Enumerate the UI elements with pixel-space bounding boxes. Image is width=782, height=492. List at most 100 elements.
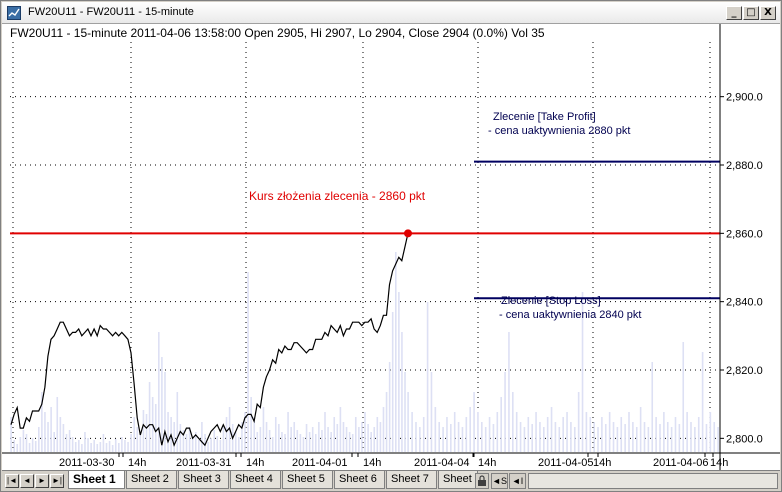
volume-bar xyxy=(655,417,657,452)
volume-bar xyxy=(268,430,271,452)
volume-bar xyxy=(401,332,403,452)
volume-bar xyxy=(339,407,342,452)
minimize-button[interactable]: _ xyxy=(726,6,742,20)
volume-bar xyxy=(265,422,268,452)
volume-bar xyxy=(348,432,351,452)
volume-bar xyxy=(481,422,483,452)
volume-bar xyxy=(670,427,673,452)
volume-bar xyxy=(142,410,145,452)
volume-bar xyxy=(274,417,277,452)
volume-bar xyxy=(694,427,696,452)
volume-bar xyxy=(330,432,332,452)
last-sheet-button[interactable]: ►| xyxy=(50,474,64,488)
volume-bar xyxy=(385,392,388,452)
sheet-tab[interactable]: Sheet 7 xyxy=(386,471,437,489)
sheet-tab[interactable]: Sheet 5 xyxy=(282,471,333,489)
volume-bar xyxy=(336,424,339,452)
price-chart[interactable]: 2,800.0 2,820.0 2,840.0 2,860.0 2,880.0 2,900… xyxy=(2,24,780,470)
volume-bar xyxy=(114,439,117,452)
horizontal-scrollbar[interactable] xyxy=(528,473,778,489)
volume-bar xyxy=(37,427,40,452)
volume-bar xyxy=(299,434,302,452)
scroll-start-button[interactable]: ◄S xyxy=(491,473,508,489)
volume-bar xyxy=(647,427,650,452)
volume-bar xyxy=(562,417,564,452)
volume-bar xyxy=(314,434,317,452)
volume-bar xyxy=(415,422,417,452)
volume-bar xyxy=(185,434,188,452)
sheet-tab[interactable]: Sheet 8 xyxy=(438,471,478,489)
sheet-tab[interactable]: Sheet 4 xyxy=(230,471,281,489)
volume-bar xyxy=(50,407,52,452)
volume-bar xyxy=(678,424,681,452)
y-tick-label: 2,880.0 xyxy=(726,160,763,172)
chart-area[interactable]: 2,800.0 2,820.0 2,840.0 2,860.0 2,880.0 2,900… xyxy=(2,24,780,470)
volume-bar xyxy=(358,427,360,452)
volume-bar xyxy=(81,444,83,452)
volume-bar xyxy=(519,422,522,452)
volume-bar xyxy=(188,427,191,452)
volume-bar xyxy=(296,430,299,452)
title-bar[interactable]: FW20U11 - FW20U11 - 15-minute _ □ X xyxy=(2,2,780,24)
scroll-end-button[interactable]: ◄I xyxy=(509,473,526,489)
volume-bar xyxy=(391,312,394,452)
volume-bar xyxy=(244,412,246,452)
volume-bar xyxy=(210,438,212,452)
sheet-tab[interactable]: Sheet 2 xyxy=(126,471,177,489)
volume-bar xyxy=(608,412,611,452)
volume-bar xyxy=(635,427,638,452)
volume-bar xyxy=(367,424,369,452)
volume-bar xyxy=(370,432,372,452)
volume-bar xyxy=(281,432,283,452)
volume-bar xyxy=(701,352,704,452)
volume-bar xyxy=(179,424,182,452)
x-tick-label: 14h xyxy=(710,457,728,469)
y-tick-label: 2,860.0 xyxy=(726,228,763,240)
volume-bar xyxy=(411,412,413,452)
volume-bar xyxy=(278,424,280,452)
prev-sheet-button[interactable]: ◄ xyxy=(20,474,34,488)
volume-bar xyxy=(290,427,292,452)
volume-bar xyxy=(118,443,120,452)
volume-bar xyxy=(148,382,151,452)
volume-bar xyxy=(259,427,262,452)
volume-bar xyxy=(705,424,708,452)
lock-button[interactable] xyxy=(475,473,489,489)
maximize-button[interactable]: □ xyxy=(743,6,759,20)
volume-bar xyxy=(53,432,55,452)
volume-bar xyxy=(62,424,65,452)
volume-bar xyxy=(404,372,406,452)
volume-bar xyxy=(225,417,228,452)
volume-bar xyxy=(93,440,95,452)
volume-bar xyxy=(87,438,89,452)
volume-bar xyxy=(697,417,700,452)
volume-bar xyxy=(78,440,80,452)
close-button[interactable]: X xyxy=(760,6,776,20)
volume-bar xyxy=(253,417,256,452)
volume-bar xyxy=(632,422,634,452)
sheet-tab[interactable]: Sheet 6 xyxy=(334,471,385,489)
volume-bar xyxy=(324,412,326,452)
left-arrow-icon: ◄ xyxy=(23,476,31,485)
volume-bar xyxy=(90,443,92,452)
volume-bar xyxy=(663,412,665,452)
entry-point-marker[interactable] xyxy=(404,229,412,238)
volume-bar xyxy=(542,427,545,452)
price-line[interactable] xyxy=(10,233,409,447)
volume-bar xyxy=(124,440,126,452)
sheet-tab-bar: |◄ ◄ ► ►| Sheet 1 Sheet 2 Sheet 3 Sheet 4 Sh… xyxy=(2,470,780,491)
volume-bar xyxy=(382,407,385,452)
next-sheet-button[interactable]: ► xyxy=(35,474,49,488)
sheet-tab[interactable]: Sheet 3 xyxy=(178,471,229,489)
volume-bar xyxy=(84,432,86,452)
volume-bar xyxy=(31,438,34,452)
volume-bar xyxy=(531,424,533,452)
first-sheet-button[interactable]: |◄ xyxy=(5,474,19,488)
volume-bar xyxy=(469,407,472,452)
volume-bar xyxy=(573,427,576,452)
volume-bar xyxy=(612,422,615,452)
volume-bar xyxy=(102,434,105,452)
sheet-tab[interactable]: Sheet 1 xyxy=(68,471,125,489)
volume-bar xyxy=(492,424,495,452)
volume-bar xyxy=(430,372,433,452)
